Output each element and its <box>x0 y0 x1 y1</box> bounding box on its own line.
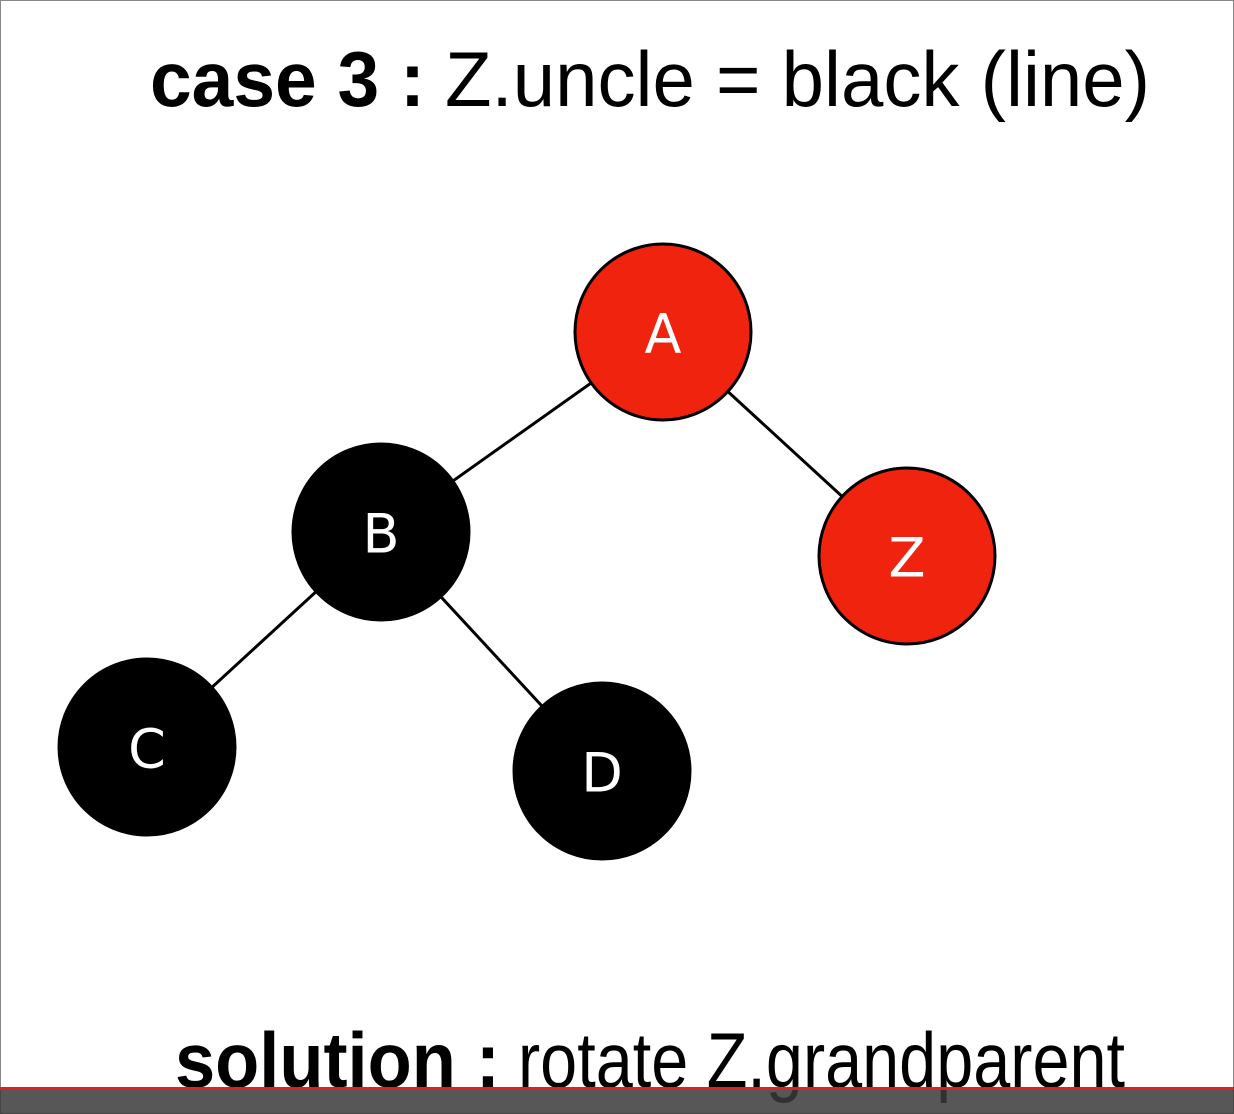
video-bar <box>0 1090 1234 1114</box>
node <box>817 466 997 646</box>
node-label: B <box>362 503 399 566</box>
node-label: A <box>645 303 682 366</box>
node <box>512 681 692 861</box>
node-label: D <box>581 742 623 805</box>
title-bold: case 3 : <box>150 35 425 123</box>
node <box>57 657 237 837</box>
nodes: A B Z C D <box>57 242 997 861</box>
node <box>573 242 753 422</box>
title-rest: Z.uncle = black (line) <box>445 35 1150 123</box>
node <box>291 442 471 622</box>
node-label: Z <box>889 527 926 590</box>
node-label: C <box>128 718 166 781</box>
progress-line <box>0 1087 1234 1090</box>
